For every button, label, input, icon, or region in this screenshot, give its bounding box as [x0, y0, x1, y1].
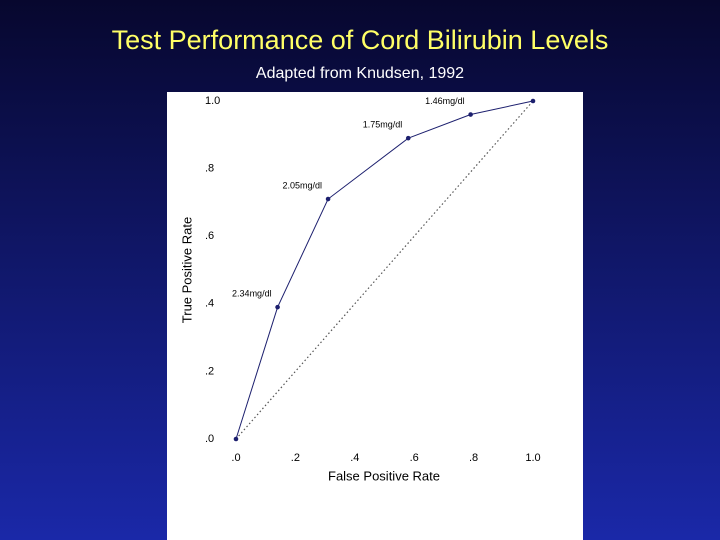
- x-tick-label: 1.0: [525, 452, 540, 464]
- y-tick-label: .0: [205, 433, 214, 445]
- y-tick-label: 1.0: [205, 95, 220, 107]
- point-label: 2.05mg/dl: [283, 180, 323, 190]
- x-tick-label: .2: [291, 452, 300, 464]
- chart-subtitle: Adapted from Knudsen, 1992: [256, 65, 464, 82]
- x-tick-label: .8: [469, 452, 478, 464]
- chart-panel: [167, 92, 583, 540]
- x-tick-label: .6: [410, 452, 419, 464]
- y-tick-label: .6: [205, 230, 214, 242]
- point: [275, 304, 280, 310]
- x-axis-label: False Positive Rate: [328, 468, 440, 483]
- roc-line: [235, 100, 534, 440]
- point-label: 1.75mg/dl: [363, 120, 403, 130]
- point: [468, 112, 473, 117]
- reference-line: [235, 100, 534, 440]
- point: [233, 436, 239, 442]
- y-tick-label: .8: [205, 163, 214, 175]
- point: [325, 196, 331, 202]
- point-label: 1.46mg/dl: [425, 96, 465, 106]
- x-tick-label: .0: [231, 452, 240, 464]
- point-label: 2.34mg/dl: [232, 289, 272, 299]
- y-tick-label: .4: [205, 298, 214, 310]
- y-axis-label: True Positive Rate: [179, 217, 194, 323]
- x-tick-label: .4: [350, 452, 359, 464]
- chart-title: Test Performance of Cord Bilirubin Level…: [112, 25, 609, 55]
- y-tick-label: .2: [205, 365, 214, 377]
- point: [405, 135, 411, 141]
- point: [530, 98, 536, 104]
